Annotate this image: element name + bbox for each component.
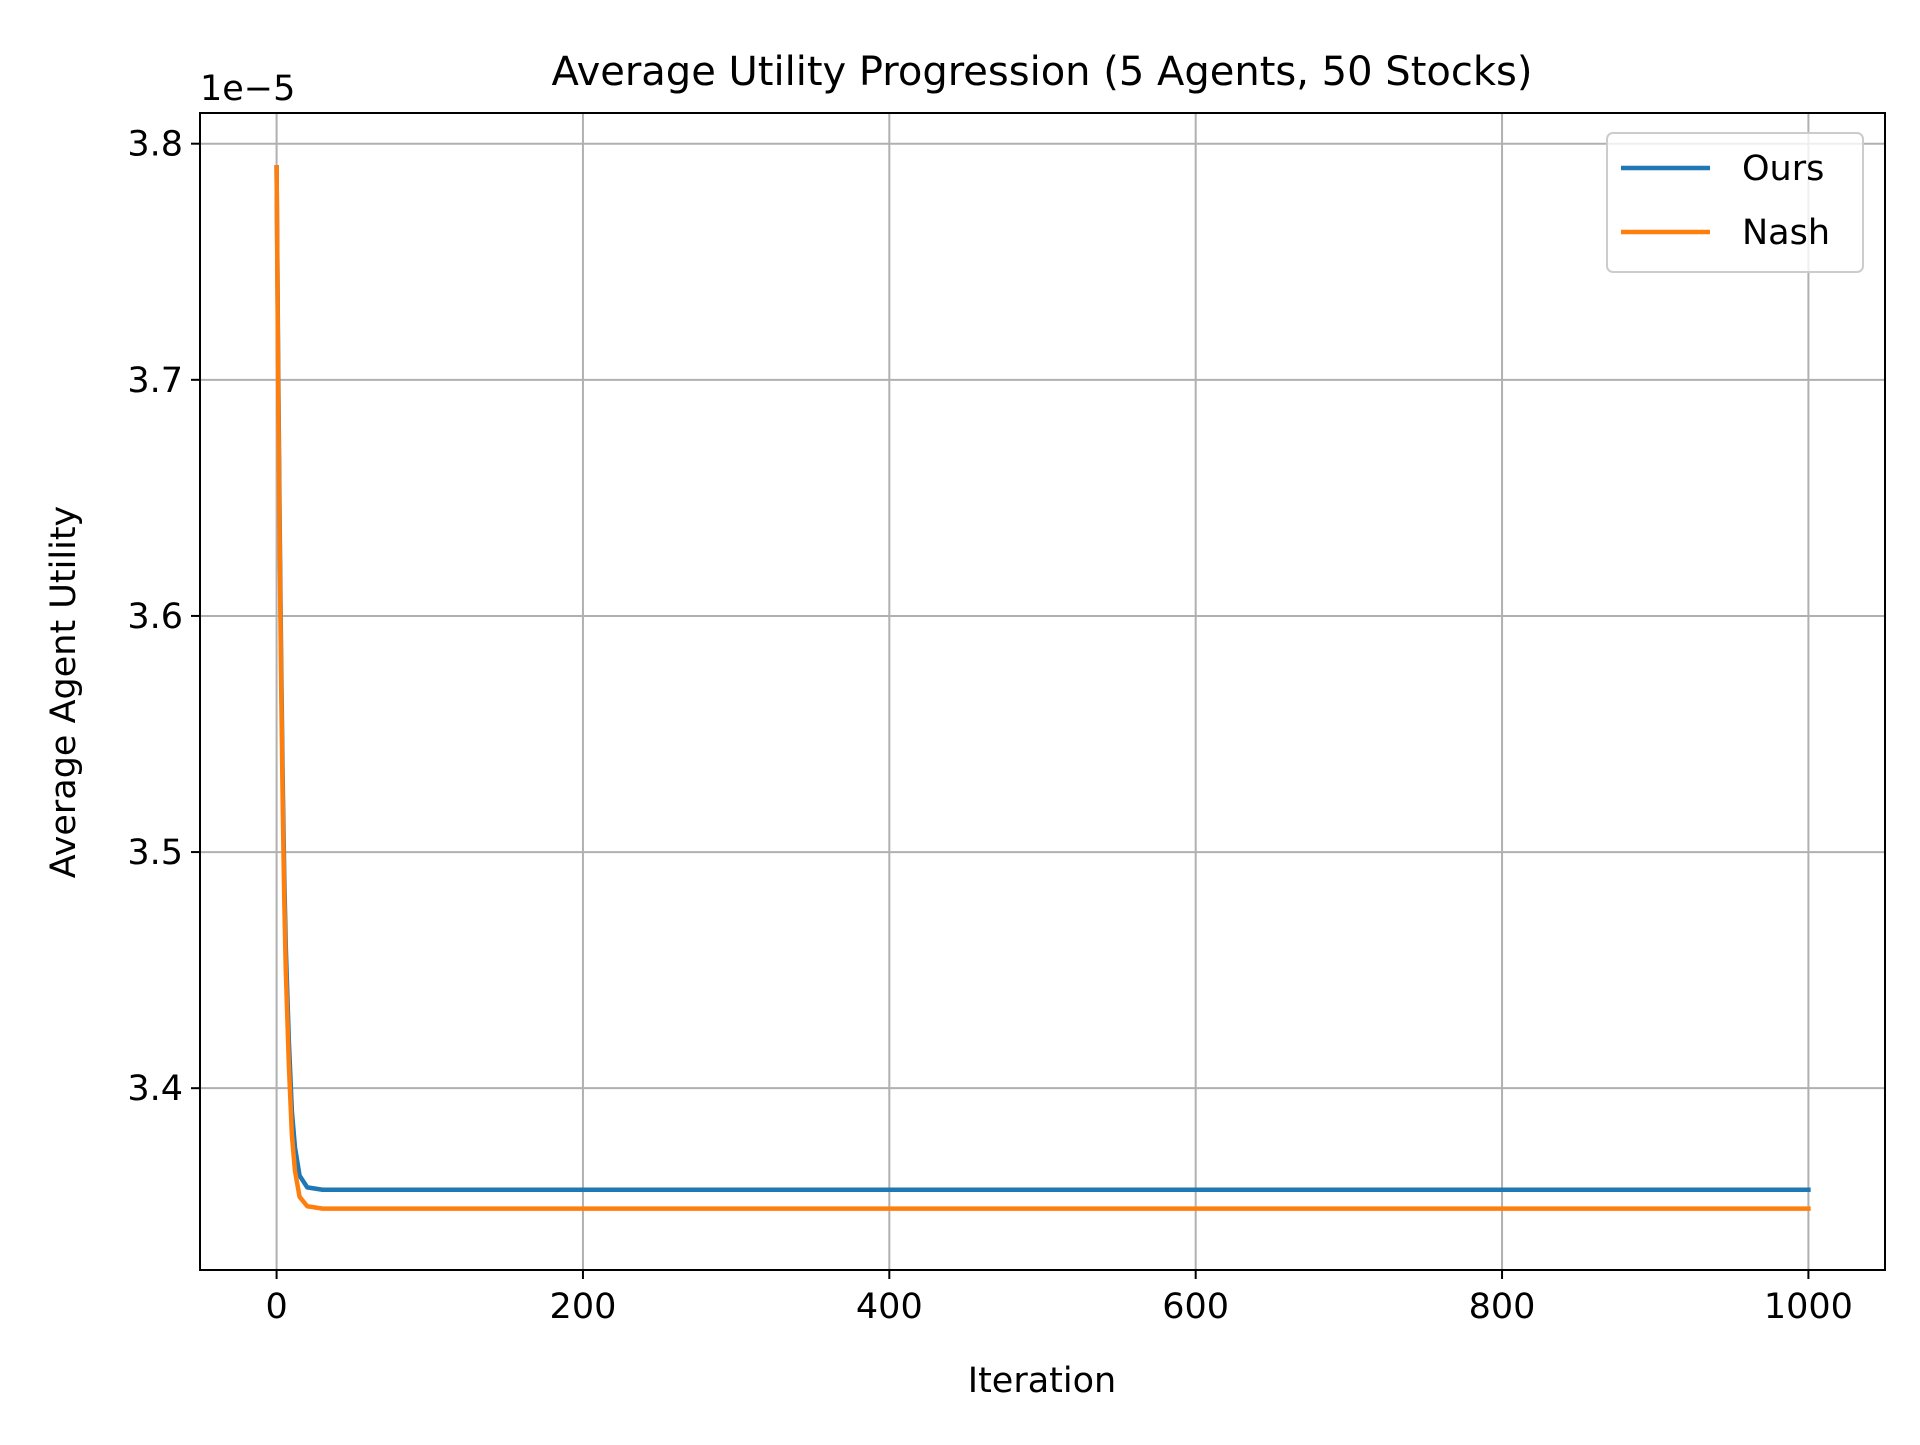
x-tick-label: 0 (265, 1287, 287, 1327)
y-tick-label: 3.8 (127, 125, 183, 165)
y-offset-label: 1e−5 (200, 69, 295, 109)
series-line-nash (274, 165, 1811, 1211)
y-tick-label: 3.4 (127, 1069, 183, 1109)
y-tick-label: 3.5 (127, 833, 183, 873)
grid-layer (200, 113, 1885, 1270)
ticks-layer: 0 200 400 600 800 1000 3.4 3.5 3.6 3.7 3.8 (127, 125, 1853, 1327)
x-axis-label: Iteration (968, 1361, 1116, 1401)
legend: Ours Nash (1606, 132, 1864, 273)
x-tick-label: 200 (550, 1287, 617, 1327)
legend-label-ours: Ours (1742, 149, 1824, 189)
y-tick-label: 3.7 (127, 361, 183, 401)
series-layer (274, 165, 1811, 1211)
x-tick-label: 600 (1162, 1287, 1229, 1327)
y-axis-label: Average Agent Utility (44, 506, 84, 879)
x-tick-label: 400 (856, 1287, 923, 1327)
x-tick-label: 1000 (1764, 1287, 1853, 1327)
chart-title: Average Utility Progression (5 Agents, 5… (552, 49, 1533, 95)
legend-label-nash: Nash (1742, 213, 1830, 253)
x-tick-label: 800 (1469, 1287, 1536, 1327)
y-tick-label: 3.6 (127, 597, 183, 637)
plot-frame (199, 112, 1886, 1271)
